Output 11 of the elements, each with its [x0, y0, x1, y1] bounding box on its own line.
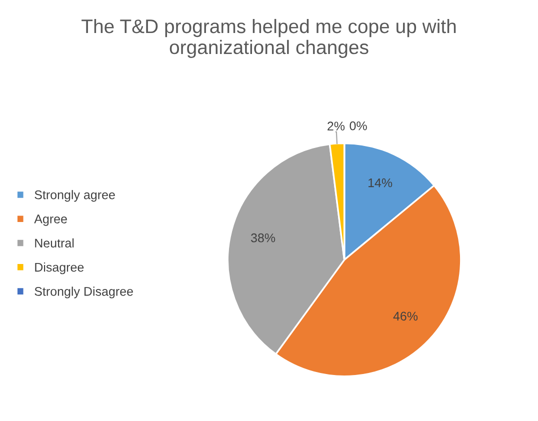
chart-title: The T&D programs helped me cope up with organizational changes: [82, 18, 456, 58]
legend-label: Disagree: [35, 262, 84, 274]
data-label: 46%: [393, 312, 418, 321]
text: 0%: [350, 121, 367, 130]
legend-label: Strongly Disagree: [34, 286, 133, 298]
data-label: 38%: [250, 233, 276, 242]
data-label: 14%: [368, 178, 392, 188]
legend-label: Strongly agree: [34, 190, 115, 202]
data-label: 2%: [328, 122, 345, 130]
legend-label: Agree: [34, 214, 67, 226]
legend-label: Neutral: [35, 238, 74, 248]
